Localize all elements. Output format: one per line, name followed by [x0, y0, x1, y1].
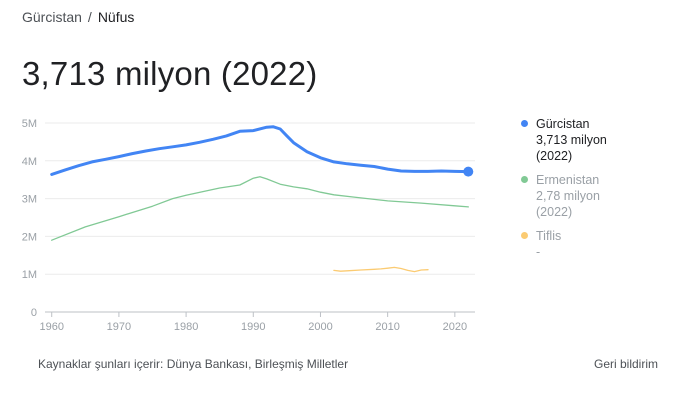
legend-dot-tbilisi [521, 232, 528, 239]
legend-item-tbilisi[interactable]: Tiflis - [521, 228, 671, 260]
breadcrumb-parent[interactable]: Gürcistan [22, 9, 82, 25]
y-tick-label: 2M [22, 231, 37, 243]
x-tick-label: 1970 [107, 321, 131, 333]
feedback-link[interactable]: Geri bildirim [593, 357, 658, 371]
legend-dot-armenia [521, 176, 528, 183]
headline-value: 3,713 milyon (2022) [22, 55, 318, 92]
x-tick-label: 1990 [241, 321, 265, 333]
y-tick-label: 3M [22, 194, 37, 206]
series-line-armenia [51, 176, 469, 241]
legend-name-tbilisi: Tiflis [536, 229, 562, 243]
x-tick-label: 2000 [308, 321, 332, 333]
x-tick-label: 1980 [174, 321, 198, 333]
legend-year-armenia: (2022) [536, 205, 573, 219]
legend-item-georgia[interactable]: Gürcistan 3,713 milyon (2022) [521, 116, 671, 164]
y-tick-label: 1M [22, 269, 37, 281]
breadcrumb-current: Nüfus [97, 9, 135, 25]
y-tick-label: 0 [31, 307, 37, 319]
sources-text: Kaynaklar şunları içerir: Dünya Bankası,… [38, 357, 349, 371]
x-tick-label: 1960 [39, 321, 63, 333]
legend: Gürcistan 3,713 milyon (2022) Ermenistan… [521, 116, 671, 268]
legend-name-georgia: Gürcistan [536, 117, 590, 131]
legend-name-armenia: Ermenistan [536, 173, 600, 187]
legend-value-armenia: 2,78 milyon [536, 189, 600, 203]
series-line-georgia [50, 125, 470, 176]
legend-dot-georgia [521, 120, 528, 127]
legend-item-armenia[interactable]: Ermenistan 2,78 milyon (2022) [521, 172, 671, 220]
x-tick-label: 2010 [375, 321, 399, 333]
y-tick-label: 5M [22, 118, 37, 130]
y-tick-label: 4M [22, 156, 37, 168]
x-tick-label: 2020 [443, 321, 467, 333]
breadcrumb-separator: / [87, 9, 92, 25]
legend-value-tbilisi: - [536, 245, 541, 259]
legend-value-georgia: 3,713 milyon [536, 133, 607, 147]
latest-data-point [463, 166, 474, 177]
series-line-tbilisi [333, 266, 429, 273]
legend-year-georgia: (2022) [536, 149, 573, 163]
breadcrumb: Gürcistan / Nüfus [22, 9, 134, 25]
